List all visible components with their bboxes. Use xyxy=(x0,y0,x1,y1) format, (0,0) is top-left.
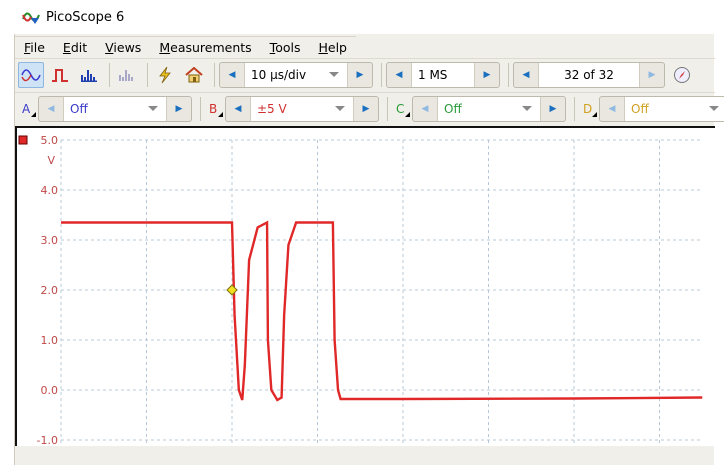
chevron-down-icon xyxy=(709,105,719,111)
range-increase-button[interactable]: ▶ xyxy=(362,103,370,114)
channel-d-control: D◀Off▶ xyxy=(570,95,724,122)
home-icon[interactable] xyxy=(181,62,207,88)
channel-c-options-button[interactable]: C xyxy=(392,97,412,121)
range-decrease-button[interactable]: ◀ xyxy=(421,103,429,114)
spectrum-disabled-icon xyxy=(114,62,140,88)
range-select[interactable]: Off xyxy=(624,96,724,121)
waveform-plot: 5.0 4.0 3.0 2.0 1.0 0.0 -1.0 V xyxy=(18,134,703,447)
samples-increase-button[interactable]: ▶ xyxy=(483,69,491,80)
chevron-down-icon xyxy=(329,71,339,77)
main-window: File Edit Views Measurements Tools Help ◀ 10 … xyxy=(14,34,724,465)
timebase-select[interactable]: 10 µs/div xyxy=(244,62,348,87)
range-control: ◀ ±5 V ▶ xyxy=(225,95,379,122)
separator xyxy=(214,62,215,87)
buffer-navigator: ◀ 32 of 32 ▶ xyxy=(513,61,665,88)
menu-tools[interactable]: Tools xyxy=(269,40,301,55)
channel-b-control: B ◀ ±5 V ▶ xyxy=(196,95,383,122)
y-tick-label: 1.0 xyxy=(41,334,59,347)
chevron-down-icon xyxy=(522,105,532,111)
range-value: Off xyxy=(444,101,462,116)
chevron-down-icon xyxy=(148,105,158,111)
range-increase-button[interactable]: ▶ xyxy=(549,103,557,114)
menu-measurements[interactable]: Measurements xyxy=(159,40,252,55)
channel-c-control: C ◀ Off ▶ xyxy=(383,95,570,122)
window-title: PicoScope 6 xyxy=(46,9,125,25)
range-select[interactable]: Off xyxy=(63,96,167,121)
y-tick-label: 4.0 xyxy=(41,184,59,197)
range-select[interactable]: ±5 V xyxy=(250,96,354,121)
separator xyxy=(387,96,388,121)
channel-toolbar: A◀Off▶B◀±5 V▶C◀Off▶D◀Off▶ xyxy=(15,92,724,124)
waveform-channel-b xyxy=(61,220,703,402)
buffer-previous-button[interactable]: ◀ xyxy=(522,69,530,80)
separator xyxy=(574,96,575,121)
trigger-marker-icon xyxy=(226,284,238,296)
menu-bar: File Edit Views Measurements Tools Help xyxy=(15,36,356,58)
range-increase-button[interactable]: ▶ xyxy=(175,103,183,114)
range-control: ◀ Off ▶ xyxy=(38,95,192,122)
y-tick-label: 0.0 xyxy=(41,384,59,397)
samples-value: 1 MS xyxy=(418,67,448,82)
buffer-value: 32 of 32 xyxy=(564,67,614,82)
channel-a-control: A ◀ Off ▶ xyxy=(18,95,196,122)
range-value: ±5 V xyxy=(257,101,287,116)
persistence-icon[interactable] xyxy=(47,62,73,88)
samples-control: ◀ 1 MS ▶ xyxy=(386,61,500,88)
menu-file[interactable]: File xyxy=(24,40,45,55)
range-control: ◀ Off ▶ xyxy=(412,95,566,122)
timebase-control: ◀ 10 µs/div ▶ xyxy=(219,61,373,88)
range-decrease-button[interactable]: ◀ xyxy=(608,103,616,114)
range-decrease-button[interactable]: ◀ xyxy=(234,103,242,114)
range-select[interactable]: Off xyxy=(437,96,541,121)
picoscope-logo-icon xyxy=(22,12,40,24)
range-value: Off xyxy=(70,101,88,116)
spectrum-icon[interactable] xyxy=(76,62,102,88)
channel-d-options-button[interactable]: D xyxy=(579,97,599,121)
signal-generator-icon[interactable] xyxy=(152,62,178,88)
scope-view-icon[interactable] xyxy=(18,61,44,88)
samples-field[interactable]: 1 MS xyxy=(411,62,475,87)
separator xyxy=(200,96,201,121)
y-tick-label: 2.0 xyxy=(41,284,59,297)
menu-edit[interactable]: Edit xyxy=(62,40,88,55)
range-value: Off xyxy=(631,101,649,116)
y-axis-unit: V xyxy=(47,154,55,167)
menu-views[interactable]: Views xyxy=(105,40,142,55)
scope-view: 5.0 4.0 3.0 2.0 1.0 0.0 -1.0 V xyxy=(15,126,715,447)
y-tick-label: 5.0 xyxy=(41,134,59,147)
channel-b-marker-icon xyxy=(18,135,28,145)
menu-help[interactable]: Help xyxy=(318,40,347,55)
buffer-next-button[interactable]: ▶ xyxy=(648,69,656,80)
buffer-field[interactable]: 32 of 32 xyxy=(538,62,640,87)
timebase-value: 10 µs/div xyxy=(251,67,307,82)
separator xyxy=(147,62,148,87)
range-control: ◀Off▶ xyxy=(599,95,724,122)
y-tick-label: -1.0 xyxy=(37,434,58,446)
timebase-decrease-button[interactable]: ◀ xyxy=(228,69,236,80)
separator xyxy=(508,62,509,87)
range-decrease-button[interactable]: ◀ xyxy=(47,103,55,114)
samples-decrease-button[interactable]: ◀ xyxy=(395,69,403,80)
channel-a-options-button[interactable]: A xyxy=(18,97,38,121)
channel-b-options-button[interactable]: B xyxy=(205,97,225,121)
separator xyxy=(381,62,382,87)
chevron-down-icon xyxy=(335,105,345,111)
y-tick-label: 3.0 xyxy=(41,234,59,247)
timebase-increase-button[interactable]: ▶ xyxy=(356,69,364,80)
compass-icon[interactable] xyxy=(669,62,695,88)
separator xyxy=(109,62,110,87)
title-bar: PicoScope 6 xyxy=(0,0,724,34)
toolbar: ◀ 10 µs/div ▶ ◀ 1 MS ▶ ◀ 32 of 32 ▶ xyxy=(15,58,715,90)
